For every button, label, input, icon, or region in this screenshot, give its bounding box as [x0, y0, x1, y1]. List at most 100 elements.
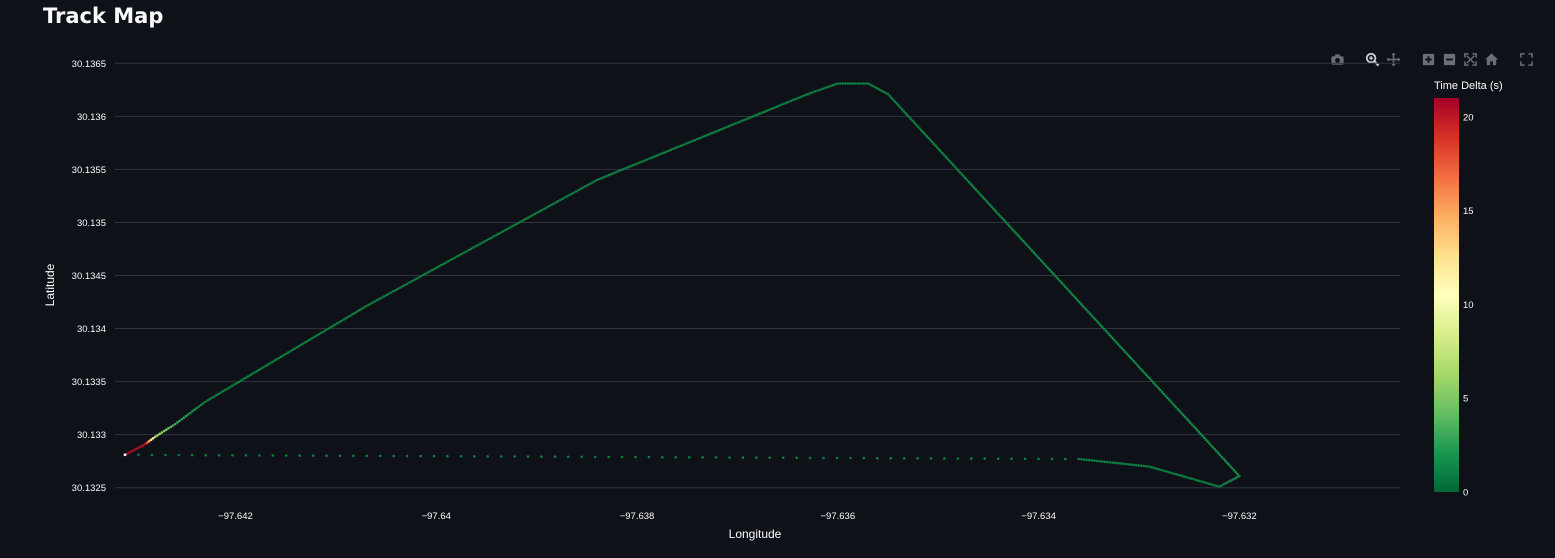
track-point	[923, 132, 927, 136]
reset-axes-icon[interactable]	[1484, 52, 1499, 67]
track-point	[217, 453, 221, 457]
track-point	[320, 331, 323, 335]
track-point	[981, 195, 985, 199]
track-point	[1058, 279, 1062, 283]
track-point	[755, 456, 758, 459]
track-point	[841, 82, 845, 85]
track-point	[329, 326, 332, 329]
track-point	[1146, 375, 1150, 379]
track-point	[1160, 390, 1164, 394]
track-point	[955, 167, 958, 170]
track-point	[1218, 453, 1222, 457]
track-point	[1088, 312, 1092, 316]
track-point	[474, 245, 478, 248]
track-point	[1195, 428, 1199, 432]
track-point	[311, 336, 314, 340]
track-point	[849, 82, 852, 85]
track-point	[326, 327, 330, 331]
track-point	[1109, 335, 1113, 338]
track-point	[579, 187, 583, 191]
track-point	[701, 135, 704, 139]
track-point	[1208, 442, 1211, 445]
track-point	[540, 208, 544, 212]
autoscale-icon[interactable]	[1463, 52, 1478, 67]
track-point	[1095, 320, 1099, 323]
track-point	[1155, 467, 1158, 470]
track-point	[297, 344, 301, 348]
track-point	[300, 343, 303, 347]
zoom-out-icon[interactable]	[1442, 52, 1457, 67]
track-point	[918, 127, 921, 130]
track-point	[224, 388, 227, 392]
track-point	[866, 82, 870, 85]
x-tick-label: −97.636	[821, 511, 856, 522]
track-point	[1111, 337, 1115, 340]
track-point	[916, 457, 919, 460]
track-point	[392, 290, 395, 293]
colorbar-tick-label: 20	[1463, 112, 1474, 123]
track-point	[304, 340, 308, 344]
track-point	[962, 174, 965, 178]
track-point	[1162, 392, 1166, 396]
track-point	[1222, 483, 1226, 486]
track-point	[873, 85, 876, 89]
track-point	[308, 338, 312, 341]
track-point	[141, 444, 145, 447]
track-point	[1155, 385, 1159, 388]
track-point	[969, 182, 972, 186]
track-point	[184, 414, 188, 418]
track-point	[346, 315, 350, 319]
track-point	[1148, 377, 1152, 380]
track-point	[433, 267, 436, 271]
track-point	[660, 152, 663, 155]
track-point	[568, 193, 571, 197]
track-point	[868, 83, 872, 86]
track-point	[808, 91, 812, 95]
track-point	[481, 241, 484, 244]
track-point	[1029, 247, 1032, 251]
track-point	[1036, 255, 1039, 258]
track-point	[364, 305, 368, 308]
track-point	[291, 348, 294, 352]
track-point	[1152, 466, 1156, 470]
track-point	[655, 154, 659, 157]
track-point	[703, 134, 706, 138]
track-point	[581, 186, 585, 189]
track-point	[246, 375, 249, 378]
track-point	[1159, 388, 1162, 392]
track-point	[554, 201, 557, 204]
track-point	[744, 118, 747, 121]
track-point	[237, 380, 241, 384]
track-point	[1226, 480, 1230, 484]
camera-icon[interactable]	[1330, 52, 1345, 67]
track-point	[1182, 475, 1186, 478]
track-point	[605, 174, 608, 178]
track-point	[698, 136, 702, 140]
track-point	[911, 119, 914, 123]
track-point	[920, 129, 923, 132]
track-point	[1197, 430, 1201, 434]
track-point	[708, 132, 711, 136]
x-tick-label: −97.642	[218, 511, 253, 522]
track-point	[880, 89, 883, 92]
track-point	[271, 454, 275, 457]
track-point	[190, 453, 194, 457]
track-point	[362, 306, 366, 309]
track-point	[1067, 289, 1071, 293]
track-point	[607, 173, 611, 177]
track-point	[782, 102, 785, 106]
track-point	[985, 199, 988, 203]
track-point	[1134, 362, 1137, 365]
track-point	[1041, 260, 1044, 264]
track-point	[1071, 293, 1074, 296]
zoom-in-icon[interactable]	[1421, 52, 1436, 67]
track-point	[575, 190, 578, 193]
track-point	[338, 454, 342, 458]
track-point	[1011, 228, 1014, 231]
track-point	[770, 107, 774, 110]
track-point	[818, 88, 822, 91]
track-point	[1171, 402, 1174, 405]
track-point	[483, 240, 487, 243]
fullscreen-icon[interactable]	[1519, 52, 1534, 67]
